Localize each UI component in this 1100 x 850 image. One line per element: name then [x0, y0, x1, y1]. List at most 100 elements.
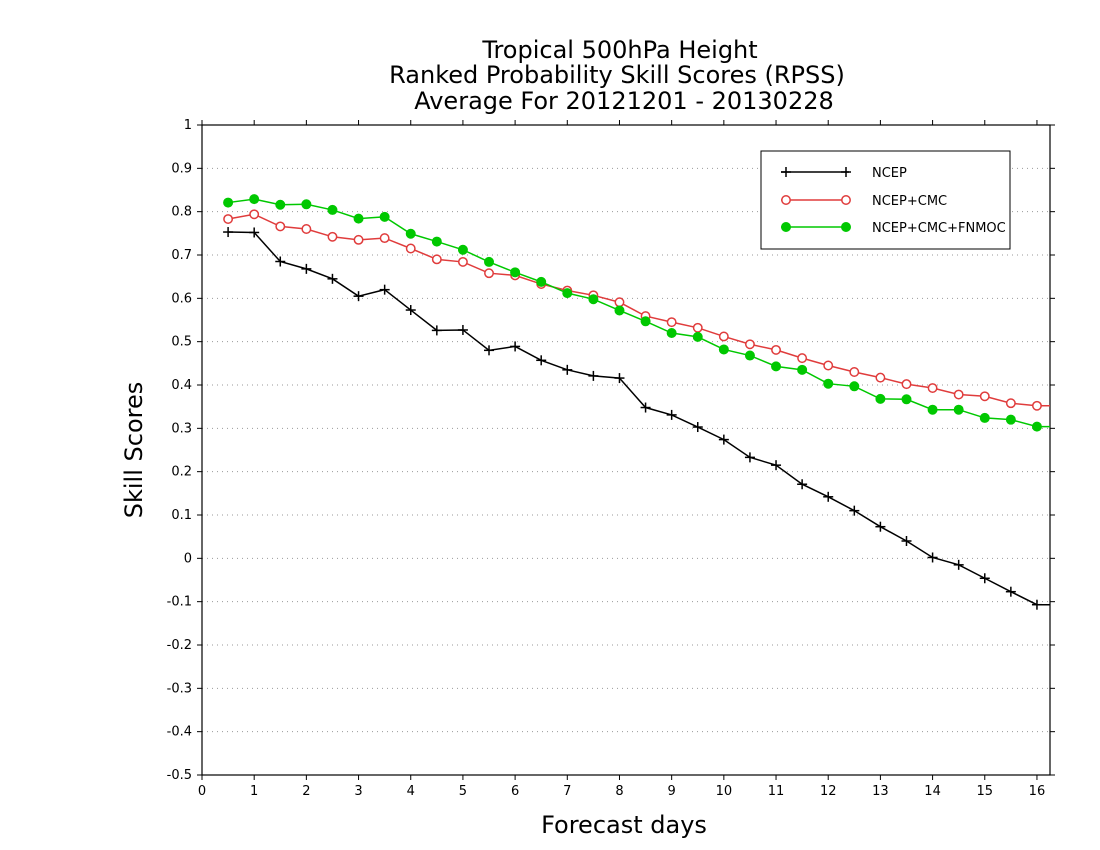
data-point-plus	[301, 263, 312, 274]
data-point-plus	[875, 521, 886, 532]
data-point-open-circle	[666, 317, 677, 328]
data-point-open-circle	[301, 224, 312, 234]
x-tick-label: 0	[198, 784, 206, 799]
y-tick-label: 0.6	[171, 291, 192, 306]
data-point-filled-circle	[327, 204, 338, 215]
data-point-plus	[953, 559, 964, 570]
legend-item: NCEP	[781, 166, 907, 181]
data-point-filled-circle	[353, 213, 364, 224]
data-point-filled-circle	[249, 194, 260, 205]
series-ncep	[223, 227, 1050, 610]
data-point-plus	[562, 364, 573, 375]
data-point-filled-circle	[1005, 414, 1016, 425]
data-point-plus	[1005, 586, 1016, 597]
y-tick-label: 0.8	[171, 205, 192, 220]
data-point-plus	[771, 460, 782, 471]
data-point-plus	[781, 167, 791, 177]
data-point-plus	[249, 227, 260, 238]
data-point-filled-circle	[457, 244, 468, 255]
plot-frame	[201, 124, 1051, 776]
data-point-filled-circle	[379, 211, 390, 222]
data-point-plus	[379, 284, 390, 295]
data-point-plus	[536, 355, 547, 366]
x-tick-label: 8	[615, 784, 623, 799]
x-tick-label: 7	[563, 784, 571, 799]
data-point-filled-circle	[640, 316, 651, 327]
data-point-plus	[979, 573, 990, 584]
y-tick-labels: 1 0.9 0.8 0.7 0.6 0.5 0.4 0.3 0.2 0.1 0 -0.1 -0.2 -0.…	[167, 118, 192, 783]
data-point-plus	[849, 505, 860, 516]
data-point-plus	[614, 373, 625, 384]
chart-title-line-2: Ranked Probability Skill Scores (RPSS)	[389, 61, 845, 89]
data-point-plus	[797, 479, 808, 490]
legend: NCEP NCEP+CMC NCEP+CMC+FNMOC	[760, 150, 1011, 250]
data-point-open-circle	[718, 331, 729, 342]
data-point-plus	[327, 273, 338, 284]
data-point-filled-circle	[301, 199, 312, 210]
data-point-open-circle	[327, 231, 338, 242]
x-tick-label: 4	[407, 784, 415, 799]
data-point-plus	[841, 167, 851, 177]
x-tick-label: 5	[459, 784, 467, 799]
data-point-filled-circle	[953, 404, 964, 415]
data-point-plus	[744, 452, 755, 463]
y-tick-label: 0	[184, 551, 192, 566]
x-tick-label: 14	[924, 784, 941, 799]
x-tick-label: 16	[1029, 784, 1046, 799]
axes	[197, 120, 1055, 780]
y-tick-label: -0.2	[167, 638, 192, 653]
series-ncep-cmc-fnmoc	[223, 194, 1050, 432]
y-tick-label: -0.4	[167, 725, 192, 740]
x-tick-label: 3	[354, 784, 362, 799]
chart-title-line-3: Average For 20121201 - 20130228	[414, 87, 834, 115]
x-tick-label: 15	[976, 784, 993, 799]
y-tick-label: 0.3	[171, 421, 192, 436]
data-point-filled-circle	[875, 393, 886, 404]
data-point-plus	[275, 256, 286, 267]
data-point-filled-circle	[841, 222, 851, 232]
y-tick-label: 0.2	[171, 465, 192, 480]
data-point-plus	[640, 402, 651, 413]
data-point-plus	[484, 345, 495, 356]
data-point-filled-circle	[562, 288, 573, 299]
data-point-plus	[405, 305, 416, 316]
x-tick-label: 12	[820, 784, 837, 799]
data-point-open-circle	[249, 209, 260, 220]
y-tick-label: 1	[184, 118, 192, 133]
data-point-open-circle	[841, 195, 851, 205]
data-point-open-circle	[457, 256, 468, 267]
data-point-filled-circle	[484, 256, 495, 267]
y-tick-label: -0.5	[167, 768, 192, 783]
gridlines	[202, 167, 1050, 733]
series-line	[228, 231, 1050, 606]
data-point-open-circle	[431, 254, 442, 265]
data-point-open-circle	[823, 360, 834, 371]
x-tick-label: 1	[250, 784, 258, 799]
data-point-filled-circle	[744, 350, 755, 361]
chart-title: Tropical 500hPa Height Ranked Probabilit…	[389, 36, 845, 115]
data-point-plus	[223, 227, 234, 238]
x-tick-label: 10	[716, 784, 733, 799]
data-point-plus	[692, 422, 703, 433]
data-point-plus	[1031, 599, 1042, 610]
data-point-open-circle	[223, 214, 234, 224]
data-point-filled-circle	[1031, 421, 1042, 432]
data-point-filled-circle	[588, 294, 599, 305]
legend-item: NCEP+CMC+FNMOC	[781, 221, 1006, 236]
data-point-filled-circle	[692, 331, 703, 342]
data-point-filled-circle	[797, 364, 808, 375]
data-point-filled-circle	[781, 222, 791, 232]
data-point-filled-circle	[849, 381, 860, 392]
data-point-open-circle	[353, 234, 364, 245]
y-tick-label: 0.9	[171, 161, 192, 176]
data-point-filled-circle	[405, 228, 416, 239]
data-point-filled-circle	[614, 305, 625, 316]
data-point-plus	[666, 409, 677, 420]
data-point-open-circle	[797, 353, 808, 364]
data-point-filled-circle	[666, 328, 677, 338]
data-point-plus	[353, 291, 364, 302]
data-point-open-circle	[744, 339, 755, 350]
y-tick-label: 0.5	[171, 335, 192, 350]
y-tick-label: -0.1	[167, 595, 192, 610]
legend-label: NCEP	[872, 166, 907, 181]
